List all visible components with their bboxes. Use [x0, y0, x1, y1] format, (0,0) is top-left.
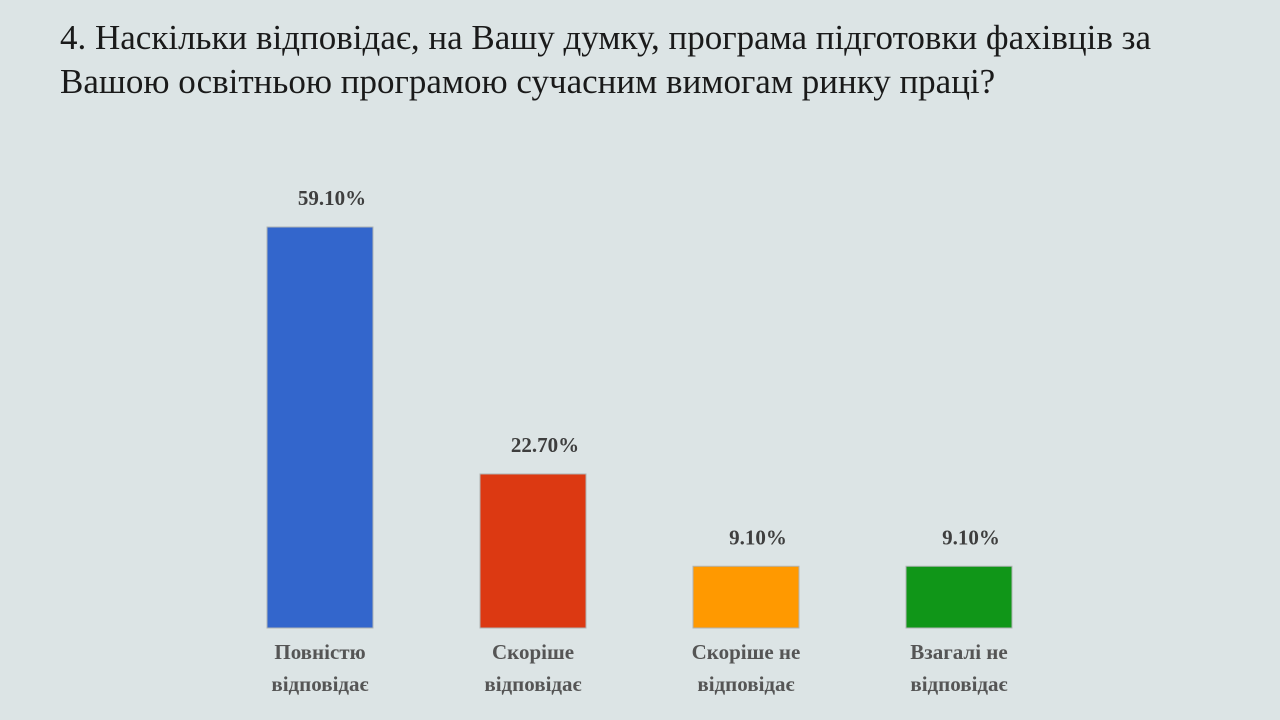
category-label-line: Скоріше	[492, 640, 574, 664]
data-label: 9.10%	[729, 525, 787, 549]
category-label: Взагалі не відповідає	[910, 640, 1007, 696]
category-label: Скоріше відповідає	[484, 640, 581, 696]
bar	[692, 565, 800, 629]
bar	[905, 565, 1013, 629]
category-label-line: відповідає	[697, 672, 794, 696]
category-label-line: Взагалі не	[910, 640, 1007, 664]
category-label: Повністю відповідає	[271, 640, 368, 696]
bar	[266, 226, 374, 629]
bars-group	[266, 226, 1013, 629]
data-labels-group: 59.10% 22.70% 9.10% 9.10%	[298, 186, 1000, 549]
bar	[479, 473, 587, 629]
data-label: 9.10%	[942, 525, 1000, 549]
category-label: Скоріше не відповідає	[692, 640, 801, 696]
category-label-line: відповідає	[484, 672, 581, 696]
category-label-line: Повністю	[274, 640, 365, 664]
slide-title: 4. Наскільки відповідає, на Вашу думку, …	[60, 18, 1151, 101]
category-label-line: відповідає	[271, 672, 368, 696]
data-label: 22.70%	[511, 433, 579, 457]
category-label-line: Скоріше не	[692, 640, 801, 664]
data-label: 59.10%	[298, 186, 366, 210]
category-label-line: відповідає	[910, 672, 1007, 696]
